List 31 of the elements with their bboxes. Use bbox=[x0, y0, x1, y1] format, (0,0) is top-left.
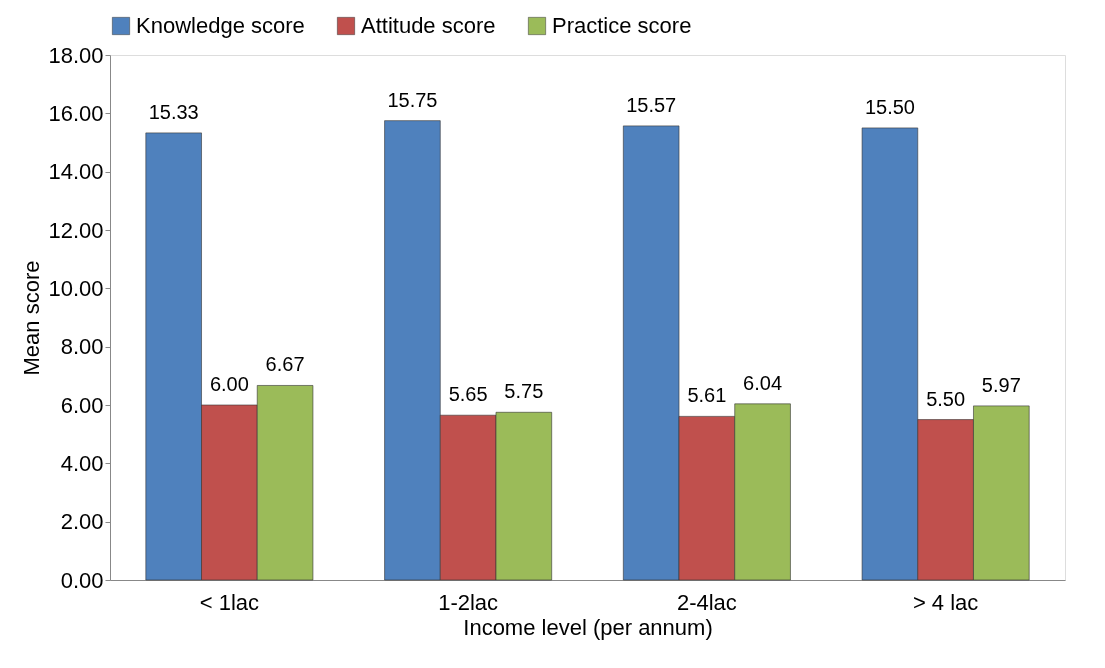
legend-label: Knowledge score bbox=[136, 13, 305, 38]
y-axis-title: Mean score bbox=[19, 260, 45, 376]
y-tick-label: 2.00 bbox=[60, 509, 104, 535]
y-tick-label: 12.00 bbox=[48, 217, 104, 243]
data-label: 6.00 bbox=[209, 373, 249, 395]
data-label: 5.75 bbox=[504, 380, 544, 403]
y-tick-label: 0.00 bbox=[60, 567, 104, 593]
x-tick-label: 2-4lac bbox=[676, 589, 737, 615]
data-label: 15.50 bbox=[864, 95, 915, 118]
y-tick-label: 16.00 bbox=[48, 100, 104, 126]
data-label: 6.67 bbox=[265, 353, 305, 376]
data-label: 5.97 bbox=[981, 373, 1021, 396]
x-tick-label: < 1lac bbox=[199, 589, 260, 615]
data-label: 5.61 bbox=[687, 384, 727, 407]
data-label: 15.75 bbox=[387, 88, 438, 111]
data-label: 15.57 bbox=[626, 93, 677, 116]
legend-label: Attitude score bbox=[361, 13, 496, 38]
legend-label: Practice score bbox=[552, 13, 692, 38]
data-label: 6.04 bbox=[743, 371, 783, 394]
x-axis-title: Income level (per annum) bbox=[463, 614, 713, 640]
data-label: 5.50 bbox=[926, 387, 966, 410]
y-tick-label: 10.00 bbox=[48, 275, 104, 301]
y-tick-label: 14.00 bbox=[48, 159, 104, 185]
y-tick-label: 18.00 bbox=[48, 42, 104, 68]
x-tick-label: 1-2lac bbox=[438, 589, 499, 615]
y-tick-label: 4.00 bbox=[60, 450, 104, 476]
data-label: 5.65 bbox=[448, 383, 488, 406]
x-tick-label: > 4 lac bbox=[912, 589, 979, 615]
data-label: 15.33 bbox=[148, 100, 199, 123]
y-tick-label: 6.00 bbox=[60, 392, 104, 418]
y-tick-label: 8.00 bbox=[60, 334, 104, 360]
